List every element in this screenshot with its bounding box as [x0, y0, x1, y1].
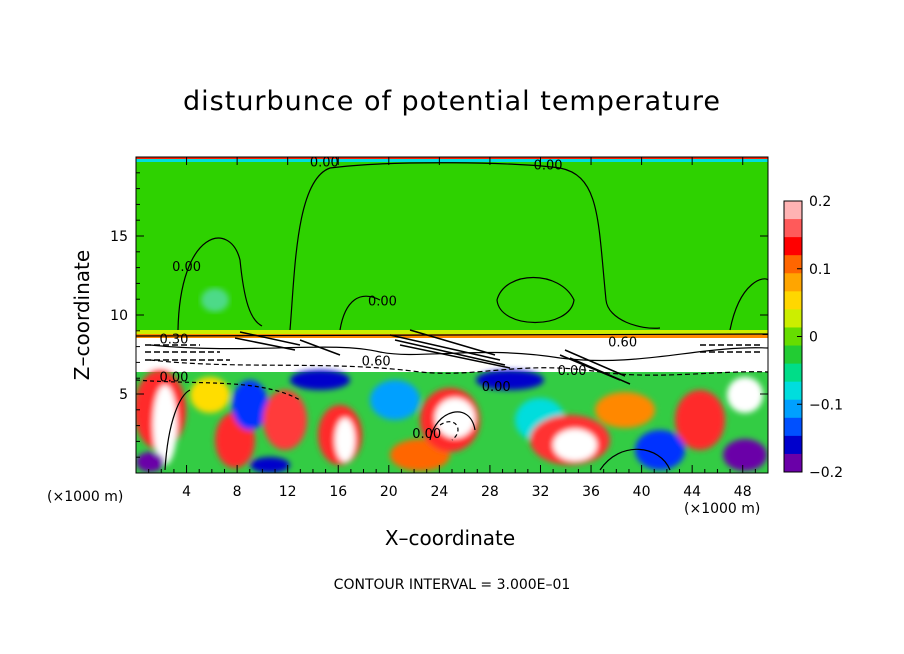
contour-interval-note: CONTOUR INTERVAL = 3.000E–01 [333, 577, 571, 593]
colorbar-swatch-2 [784, 237, 802, 256]
x-tick-label-0: 4 [182, 484, 191, 500]
contour-label-7: 0.00 [159, 370, 188, 385]
contour-label-10: 0.00 [412, 427, 441, 442]
contour-label-5: 0.60 [362, 355, 391, 370]
chart-title: disturbunce of potential temperature [183, 86, 721, 117]
colorbar-swatch-10 [784, 381, 802, 401]
contour-label-8: 0.00 [482, 380, 511, 395]
colorbar-swatch-3 [784, 255, 802, 274]
colorbar-tick-label-4: −0.2 [809, 465, 843, 481]
colorbar-swatch-7 [784, 327, 802, 347]
x-tick-label-9: 40 [633, 484, 651, 500]
contour-label-1: 0.00 [534, 159, 563, 174]
x-tick-label-1: 8 [233, 484, 242, 500]
turbulent-blobs [136, 370, 767, 473]
x-tick-label-4: 20 [380, 484, 398, 500]
colorbar-swatch-9 [784, 363, 802, 383]
colorbar-swatch-12 [784, 417, 802, 437]
x-tick-label-8: 36 [582, 484, 600, 500]
plot-area: 0.00 0.00 0.00 0.00 0.30 0.60 0.60 0.00 0.00 0.00… [136, 155, 768, 473]
contour-label-0: 0.00 [310, 155, 339, 170]
x-axis-label: X–coordinate [384, 526, 516, 550]
x-tick-label-6: 28 [481, 484, 499, 500]
colorbar-swatch-0 [784, 201, 802, 220]
colorbar-swatch-8 [784, 345, 802, 365]
y-axis-label: Z–coordinate [70, 249, 94, 381]
colorbar-swatch-13 [784, 435, 802, 455]
inversion-band-yellow [136, 330, 768, 336]
inversion-band-orange [136, 334, 768, 338]
colorbar-ticks: 0.2 0.1 0 −0.1 −0.2 [797, 194, 843, 481]
contour-label-layer: 0.00 0.00 0.00 0.00 0.30 0.60 0.60 0.00 0.00 0.00… [159, 155, 637, 442]
colorbar [784, 201, 802, 473]
colorbar-swatch-11 [784, 399, 802, 419]
colorbar-swatch-1 [784, 219, 802, 238]
colorbar-tick-label-3: −0.1 [809, 397, 843, 413]
x-unit-right: (×1000 m) [684, 501, 761, 517]
x-tick-label-5: 24 [430, 484, 448, 500]
x-tick-label-11: 48 [734, 484, 752, 500]
upper-field [136, 157, 768, 337]
x-tick-label-3: 16 [329, 484, 347, 500]
y-axis-ticks: 5 10 15 [110, 172, 768, 458]
x-unit-left: (×1000 m) [47, 489, 124, 505]
top-band-cyan [136, 157, 768, 162]
contour-lines [136, 162, 768, 471]
x-tick-label-7: 32 [532, 484, 550, 500]
colorbar-swatch-5 [784, 291, 802, 310]
colorbar-tick-label-2: 0 [809, 330, 818, 346]
contour-label-2: 0.00 [172, 260, 201, 275]
contour-ridges [145, 329, 760, 385]
top-band-red [136, 157, 768, 159]
contour-label-4: 0.30 [159, 332, 188, 347]
y-tick-label-1: 10 [110, 308, 128, 324]
x-tick-label-10: 44 [683, 484, 701, 500]
cyan-patch [201, 288, 229, 312]
contour-label-9: 0.00 [558, 364, 587, 379]
colorbar-tick-label-0: 0.2 [809, 194, 831, 210]
colorbar-tick-label-1: 0.1 [809, 262, 831, 278]
contour-label-3: 0.00 [368, 295, 397, 310]
y-tick-label-2: 15 [110, 229, 128, 245]
y-tick-label-0: 5 [119, 387, 128, 403]
colorbar-swatch-14 [784, 453, 802, 473]
colorbar-swatch-4 [784, 273, 802, 292]
contour-label-6: 0.60 [608, 336, 637, 351]
x-tick-label-2: 12 [279, 484, 297, 500]
x-axis-ticks: 4 8 12 16 20 24 28 32 36 40 44 48 [148, 157, 756, 500]
colorbar-swatch-6 [784, 309, 802, 328]
